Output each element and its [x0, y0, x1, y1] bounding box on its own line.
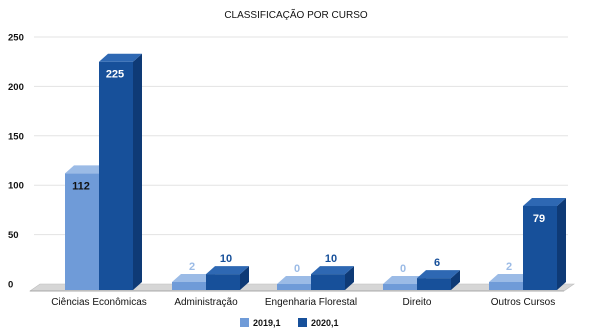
bar-top: [172, 274, 215, 283]
data-label: 112: [72, 180, 90, 192]
chart-title: CLASSIFICAÇÃO POR CURSO: [224, 8, 368, 21]
bar-top: [383, 276, 426, 284]
bar-series2: [523, 197, 566, 290]
bar-front: [65, 173, 99, 290]
y-axis-ticks: 0 50 100 150 200 250: [8, 33, 24, 291]
data-label: 225: [106, 69, 124, 81]
data-label: 6: [434, 257, 440, 269]
bar-side: [133, 53, 142, 291]
bar-front: [277, 284, 311, 290]
data-label: 2: [189, 261, 195, 273]
bar-top: [206, 266, 249, 275]
bar-front: [311, 274, 345, 290]
bar-series2: [417, 270, 460, 290]
bar-side: [451, 270, 460, 290]
data-label: 0: [294, 263, 300, 275]
legend-swatch: [240, 318, 249, 327]
bar-front: [523, 205, 557, 290]
bar-front: [172, 282, 206, 290]
legend-label: 2019,1: [253, 318, 281, 328]
bar-series2: [99, 53, 142, 291]
bars: [65, 53, 566, 291]
bar-series2: [311, 266, 354, 290]
bar-side: [345, 266, 354, 290]
y-tick-label: 50: [8, 230, 19, 241]
x-category-label: Engenharia Florestal: [265, 297, 357, 308]
y-tick-label: 250: [8, 33, 24, 44]
bar-top: [417, 270, 460, 279]
bar-top: [65, 165, 108, 174]
bar-front: [489, 282, 523, 290]
bar-top: [489, 274, 532, 283]
bar-front: [383, 284, 417, 290]
x-category-label: Outros Cursos: [491, 297, 555, 308]
data-label: 10: [220, 253, 232, 265]
data-label: 79: [533, 213, 545, 225]
legend: 2019,1 2020,1: [240, 318, 339, 328]
data-label: 10: [325, 253, 337, 265]
x-category-label: Direito: [403, 297, 432, 308]
bar-series2: [206, 266, 249, 290]
bar-front: [417, 278, 451, 290]
bar-series1: [383, 276, 426, 290]
y-tick-label: 200: [8, 82, 24, 93]
x-category-label: Ciências Econômicas: [51, 297, 147, 308]
bar-top: [523, 197, 566, 206]
bar-side: [240, 266, 249, 290]
y-tick-label: 0: [8, 280, 13, 291]
bar-top: [311, 266, 354, 275]
x-axis-categories: Ciências Econômicas Administração Engenhar…: [51, 297, 555, 308]
data-label: 2: [506, 261, 512, 273]
data-labels: 112 225 2 10 0 10 0 6 2 79: [72, 69, 545, 275]
bar-front: [99, 61, 133, 291]
x-category-label: Administração: [174, 297, 238, 308]
legend-swatch: [298, 318, 307, 327]
y-tick-label: 150: [8, 131, 24, 142]
bar-top: [99, 53, 142, 62]
legend-label: 2020,1: [311, 318, 339, 328]
bar-top: [277, 276, 320, 284]
y-tick-label: 100: [8, 181, 24, 192]
data-label: 0: [400, 263, 406, 275]
bar-front: [206, 274, 240, 290]
bar-side: [557, 197, 566, 290]
